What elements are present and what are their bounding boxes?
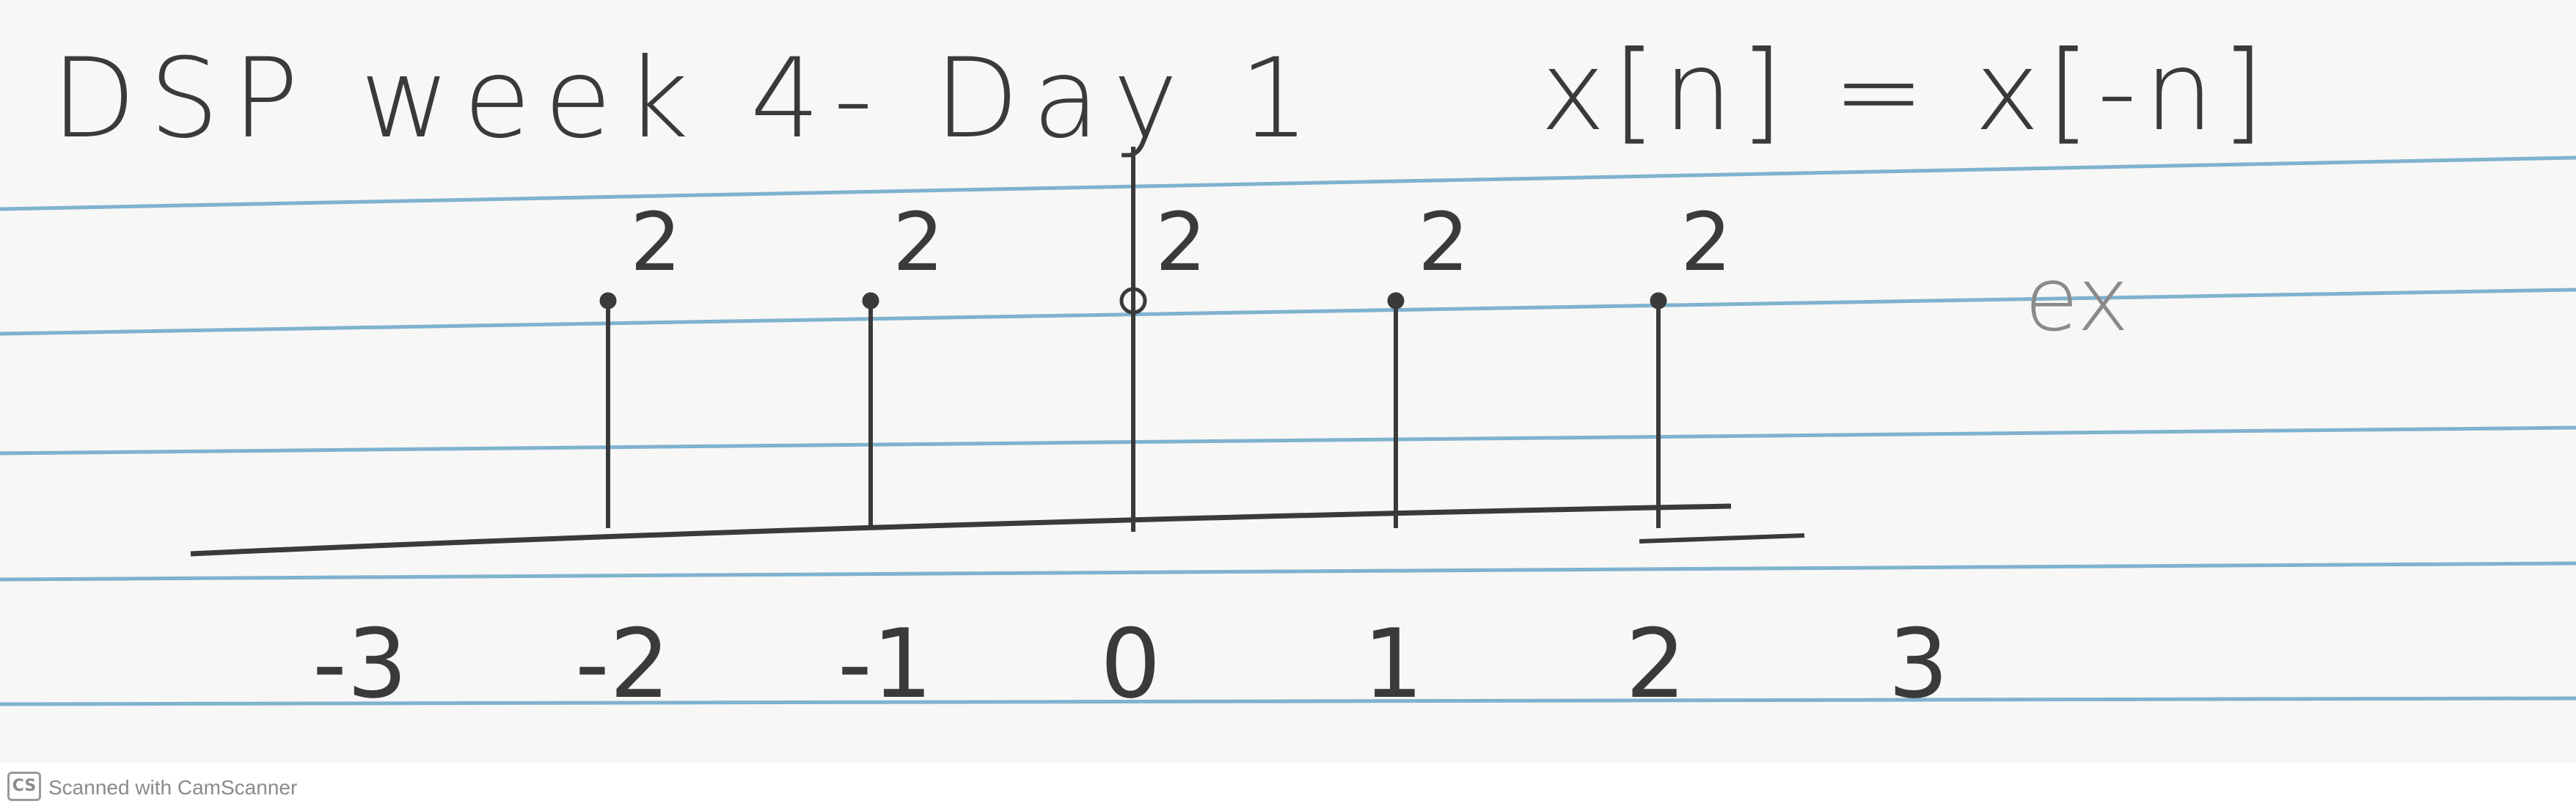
notebook-paper: DSP week 4- Day 1 x[n] = x[-n] ex -3 -2 -1… xyxy=(0,28,2576,720)
tick-label: -3 xyxy=(312,608,408,720)
stem-point xyxy=(599,292,617,310)
tick-label: 3 xyxy=(1888,608,1949,720)
tick-label: -1 xyxy=(838,608,933,720)
scanner-footer: CS Scanned with CamScanner xyxy=(0,763,2576,812)
stem-label: 2 xyxy=(1155,195,1207,289)
stem-point xyxy=(862,292,879,310)
side-note: ex xyxy=(2024,249,2129,351)
ruled-lines xyxy=(0,156,2576,706)
note-title: DSP week 4- Day 1 xyxy=(51,35,1323,163)
tick-label: 0 xyxy=(1100,608,1161,720)
stem-point xyxy=(1650,292,1667,310)
tick-label: 1 xyxy=(1363,608,1424,720)
stem-point xyxy=(1119,287,1147,315)
camscanner-logo: CS xyxy=(7,772,41,801)
tick-label: 2 xyxy=(1625,608,1686,720)
axis-end-underline xyxy=(1639,533,1805,544)
stem-label: 2 xyxy=(893,195,944,289)
tick-label: -2 xyxy=(575,608,670,720)
stem-point xyxy=(1387,292,1405,310)
stem-label: 2 xyxy=(630,195,681,289)
stem-plot xyxy=(190,147,1805,557)
scanner-footer-text: Scanned with CamScanner xyxy=(48,776,298,799)
note-formula: x[n] = x[-n] xyxy=(1540,28,2272,156)
stem-label: 2 xyxy=(1418,195,1469,289)
stem-label: 2 xyxy=(1680,195,1732,289)
horizontal-axis xyxy=(190,503,1732,557)
